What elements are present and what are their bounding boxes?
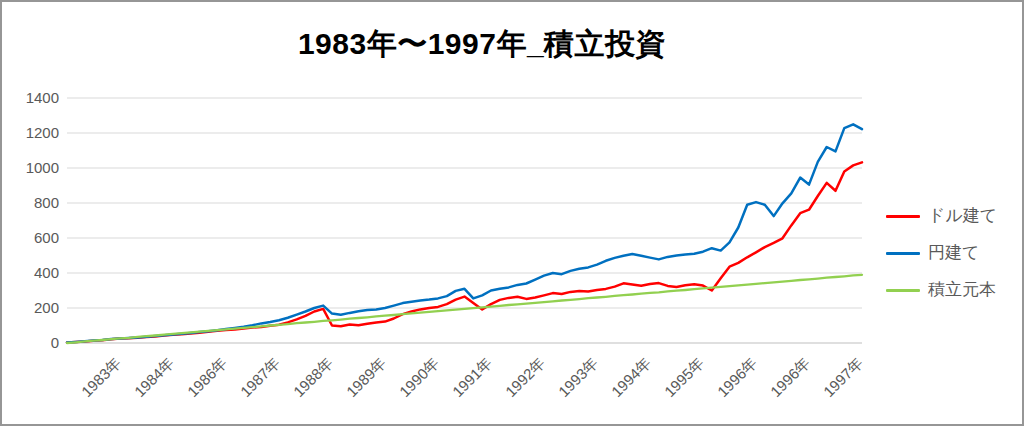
legend-label-yen: 円建て: [928, 241, 979, 265]
legend-item-yen: 円建て: [886, 241, 997, 265]
series-line-principal: [67, 275, 862, 343]
y-axis-tick-label: 200: [2, 299, 59, 317]
y-axis-tick-label: 1000: [2, 159, 59, 177]
y-axis-tick-label: 600: [2, 229, 59, 247]
y-axis-tick-label: 800: [2, 194, 59, 212]
legend-line-swatch-principal: [886, 289, 920, 292]
legend: ドル建て 円建て 積立元本: [886, 204, 997, 315]
legend-line-swatch-yen: [886, 252, 920, 255]
legend-label-principal: 積立元本: [928, 278, 996, 302]
y-axis-tick-label: 1400: [2, 89, 59, 107]
y-axis-tick-label: 400: [2, 264, 59, 282]
y-axis-tick-label: 0: [2, 334, 59, 352]
chart-canvas: 1983年〜1997年_積立投資 02004006008001000120014…: [0, 0, 1024, 426]
legend-item-principal: 積立元本: [886, 278, 997, 302]
y-axis-tick-label: 1200: [2, 124, 59, 142]
legend-label-dollar: ドル建て: [928, 204, 997, 228]
legend-line-swatch-dollar: [886, 215, 920, 218]
legend-item-dollar: ドル建て: [886, 204, 997, 228]
series-line-dollar: [67, 162, 862, 342]
